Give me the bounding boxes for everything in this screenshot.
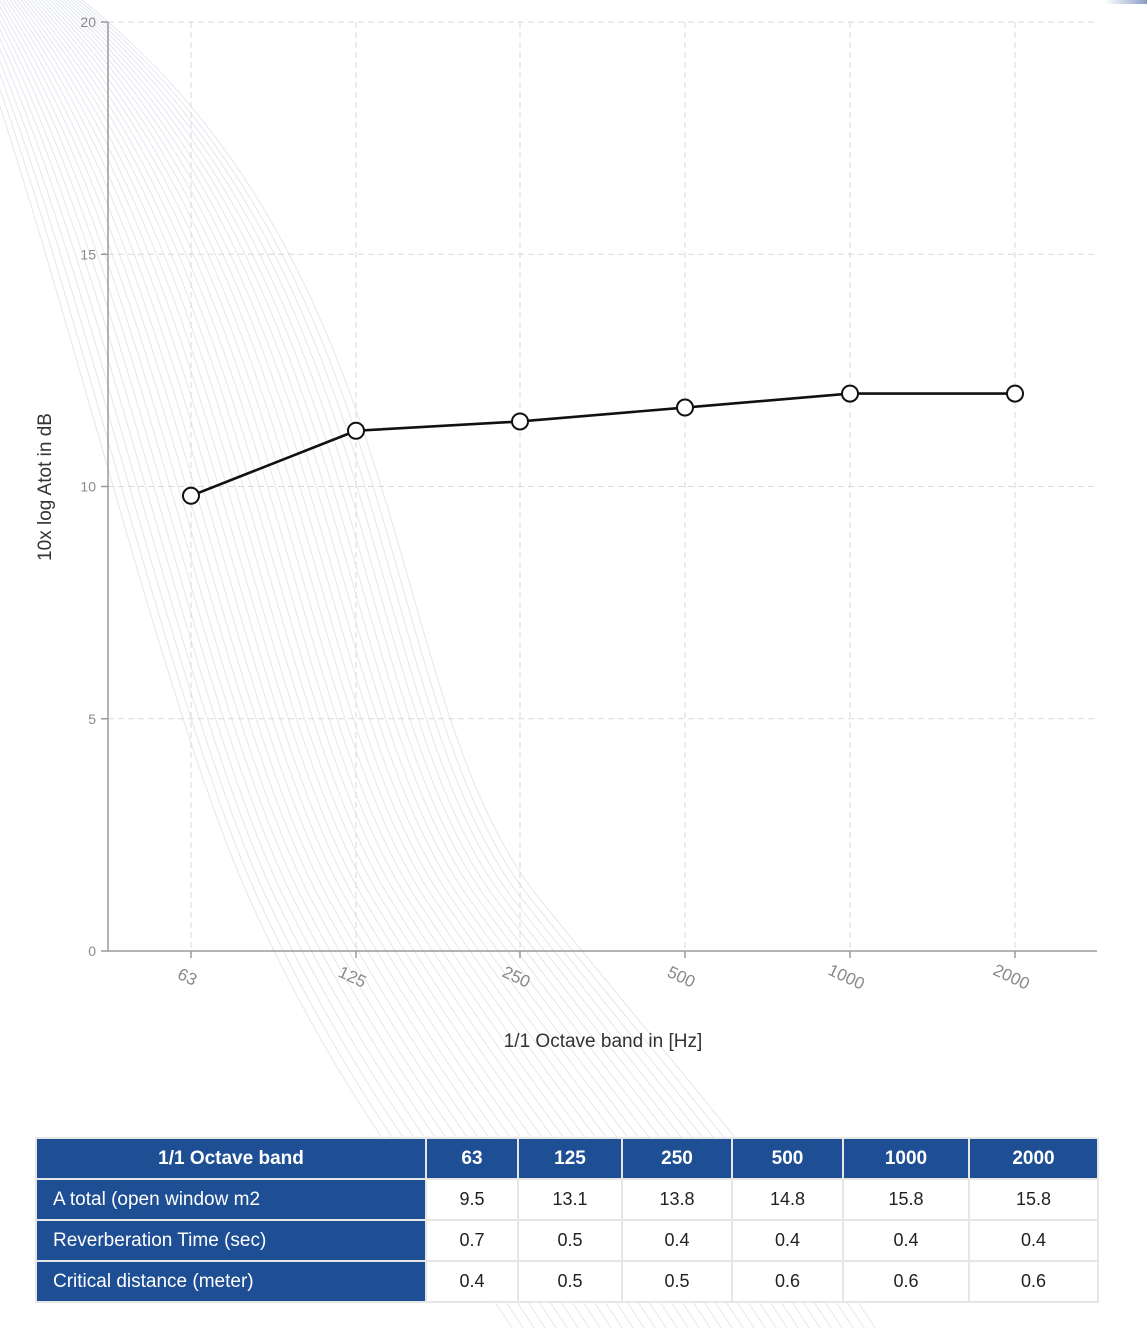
y-tick-label: 20 <box>80 14 96 30</box>
data-series <box>182 384 1024 505</box>
row-label: Reverberation Time (sec) <box>35 1219 427 1262</box>
row-label: A total (open window m2 <box>35 1178 427 1221</box>
data-point <box>676 398 694 417</box>
x-tick-label: 1000 <box>825 960 867 993</box>
data-point <box>347 421 365 440</box>
table-cell: 0.4 <box>425 1260 519 1303</box>
table-cell: 15.8 <box>968 1178 1099 1221</box>
band-header-500: 500 <box>731 1137 844 1180</box>
band-header-63: 63 <box>425 1137 519 1180</box>
y-axis-title: 10x log Atot in dB <box>35 413 56 561</box>
band-header-125: 125 <box>517 1137 623 1180</box>
band-header-250: 250 <box>621 1137 733 1180</box>
table-cell: 15.8 <box>842 1178 970 1221</box>
data-point <box>841 384 859 403</box>
table-row: Reverberation Time (sec) 0.7 0.5 0.4 0.4 0.4 0… <box>35 1219 1099 1262</box>
table-cell: 0.6 <box>842 1260 970 1303</box>
data-point <box>1006 384 1024 403</box>
line-chart: 0 5 10 15 20 63 125 250 500 1000 2000 1/1 Octave b… <box>35 14 1097 1052</box>
table-cell: 0.6 <box>731 1260 844 1303</box>
table-cell: 0.4 <box>842 1219 970 1262</box>
y-tick-label: 5 <box>88 711 96 727</box>
x-tick-label: 2000 <box>990 960 1032 993</box>
table-cell: 9.5 <box>425 1178 519 1221</box>
data-point <box>511 412 529 431</box>
tick-labels: 0 5 10 15 20 63 125 250 500 1000 2000 <box>80 14 1032 994</box>
table-header-row: 1/1 Octave band 63 125 250 500 1000 2000 <box>35 1137 1099 1180</box>
axes <box>101 21 1097 958</box>
octave-band-table: 1/1 Octave band 63 125 250 500 1000 2000 A to… <box>35 1137 1099 1303</box>
data-point <box>182 486 200 505</box>
row-label: Critical distance (meter) <box>35 1260 427 1303</box>
y-tick-label: 15 <box>80 246 96 262</box>
x-tick-label: 63 <box>175 964 200 989</box>
band-header-1000: 1000 <box>842 1137 970 1180</box>
table-cell: 0.6 <box>968 1260 1099 1303</box>
x-tick-label: 250 <box>499 962 533 991</box>
table-cell: 0.4 <box>621 1219 733 1262</box>
table-cell: 13.8 <box>621 1178 733 1221</box>
x-tick-label: 500 <box>664 962 698 991</box>
x-axis-title: 1/1 Octave band in [Hz] <box>504 1031 703 1052</box>
table-row: A total (open window m2 9.5 13.1 13.8 14.8 15… <box>35 1178 1099 1221</box>
table-cell: 0.5 <box>517 1219 623 1262</box>
grid-lines <box>108 21 1097 951</box>
table-cell: 0.4 <box>731 1219 844 1262</box>
header-label: 1/1 Octave band <box>35 1137 427 1180</box>
corner-accent <box>1105 0 1147 4</box>
band-header-2000: 2000 <box>968 1137 1099 1180</box>
table-cell: 0.4 <box>968 1219 1099 1262</box>
y-tick-label: 0 <box>88 943 96 959</box>
table-cell: 14.8 <box>731 1178 844 1221</box>
table-cell: 0.7 <box>425 1219 519 1262</box>
table-cell: 0.5 <box>517 1260 623 1303</box>
table-cell: 13.1 <box>517 1178 623 1221</box>
y-tick-label: 10 <box>80 479 96 495</box>
table-cell: 0.5 <box>621 1260 733 1303</box>
series-line <box>190 392 1015 497</box>
x-tick-label: 125 <box>335 962 369 991</box>
table-row: Critical distance (meter) 0.4 0.5 0.5 0.6 0.6… <box>35 1260 1099 1303</box>
